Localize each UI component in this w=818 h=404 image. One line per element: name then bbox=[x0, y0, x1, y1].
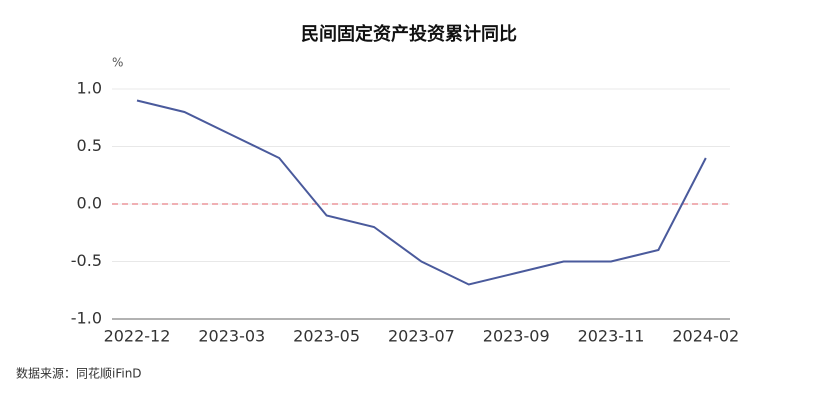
x-tick-label: 2022-12 bbox=[104, 327, 171, 346]
y-tick-label: -0.5 bbox=[71, 251, 102, 270]
x-tick-label: 2023-09 bbox=[483, 327, 550, 346]
data-line bbox=[136, 99, 707, 286]
source-note: 数据来源：同花顺iFinD bbox=[16, 366, 142, 381]
x-tick-label: 2023-05 bbox=[293, 327, 360, 346]
x-tick-label: 2023-07 bbox=[388, 327, 455, 346]
y-unit: % bbox=[112, 56, 123, 70]
y-tick-label: 0.0 bbox=[77, 194, 102, 213]
x-tick-label: 2024-02 bbox=[672, 327, 739, 346]
chart-title: 民间固定资产投资累计同比 bbox=[301, 23, 517, 45]
x-tick-label: 2023-11 bbox=[578, 327, 645, 346]
y-tick-label: -1.0 bbox=[71, 309, 102, 328]
x-tick-label: 2023-03 bbox=[198, 327, 265, 346]
y-tick-label: 1.0 bbox=[77, 79, 102, 98]
y-tick-label: 0.5 bbox=[77, 136, 102, 155]
